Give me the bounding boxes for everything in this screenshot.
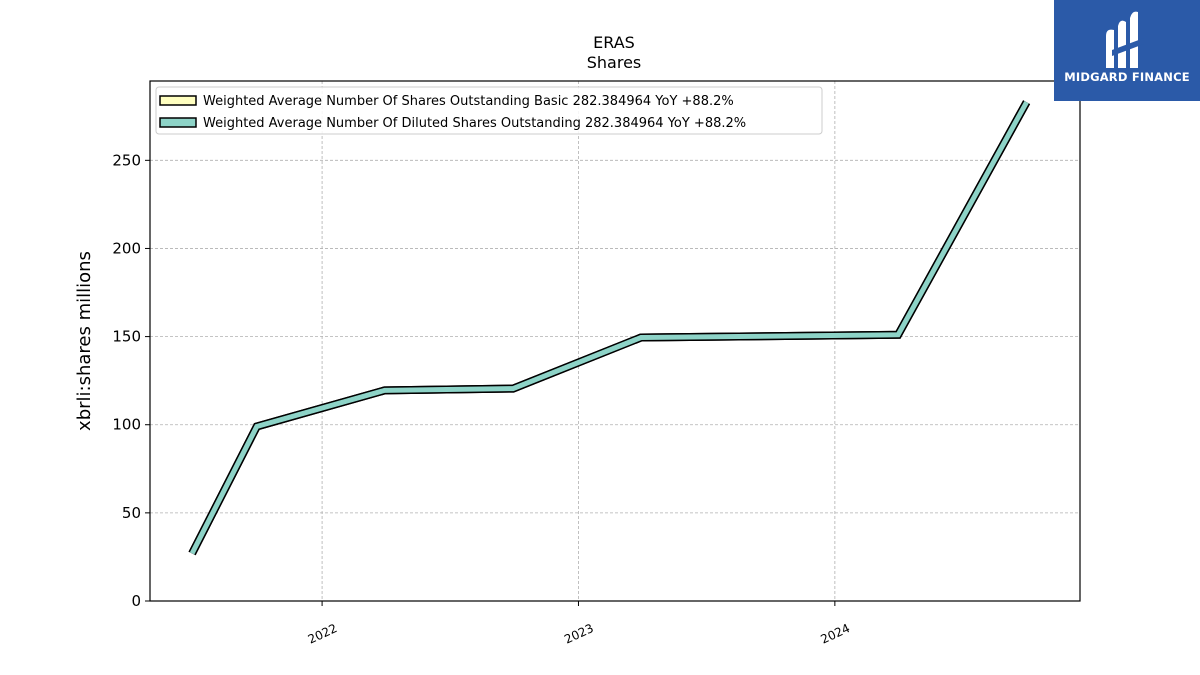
legend-box — [155, 86, 823, 135]
y-axis-ticks: 0 50 100 150 200 250 — [112, 151, 150, 610]
midgard-logo-mark-icon — [1106, 11, 1144, 69]
legend-swatch — [159, 95, 197, 106]
y-tick-label: 0 — [131, 592, 141, 610]
y-tick-label: 100 — [112, 416, 141, 434]
chart-title: ERAS — [593, 33, 635, 52]
x-tick-label: 2024 — [819, 621, 853, 647]
legend-label: Weighted Average Number Of Shares Outsta… — [203, 94, 734, 109]
logo-text: MIDGARD FINANCE — [1064, 70, 1190, 84]
x-axis-ticks: 2022 2023 2024 — [306, 601, 852, 647]
y-axis-label: xbrli:shares millions — [74, 251, 95, 431]
legend: Weighted Average Number Of Shares Outsta… — [155, 86, 823, 135]
series-lines — [188, 100, 1031, 556]
plot-area-frame — [149, 80, 1081, 602]
legend-label: Weighted Average Number Of Diluted Share… — [203, 116, 746, 131]
x-tick-label: 2022 — [306, 621, 340, 647]
chart-subtitle: Shares — [587, 53, 642, 72]
y-tick-label: 250 — [112, 151, 141, 169]
series-line — [189, 100, 1029, 555]
midgard-finance-logo: MIDGARD FINANCE — [1054, 0, 1200, 101]
y-tick-label: 150 — [112, 328, 141, 346]
legend-swatch — [159, 117, 197, 128]
grid-lines — [150, 81, 1080, 601]
x-tick-label: 2023 — [562, 621, 596, 647]
y-tick-label: 200 — [112, 239, 141, 257]
y-tick-label: 50 — [122, 504, 141, 522]
